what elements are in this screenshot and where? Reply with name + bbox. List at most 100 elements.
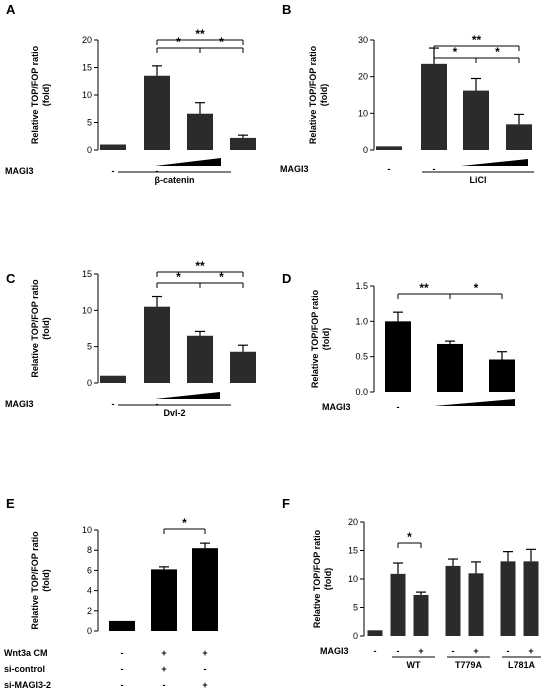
bar	[100, 144, 126, 150]
x-row-value: -	[156, 166, 159, 176]
y-tick-label: 6	[87, 565, 92, 575]
x-row-value: -	[121, 680, 124, 690]
y-axis-label-line: (fold)	[41, 84, 51, 107]
x-row-label: MAGI3	[280, 164, 309, 174]
y-tick-label: 0	[87, 145, 92, 155]
bar	[144, 75, 170, 150]
x-row-label: si-control	[4, 664, 45, 674]
bar	[187, 335, 213, 383]
y-tick-label: 15	[82, 63, 92, 73]
y-tick-label: 20	[348, 517, 358, 527]
x-row-value: -	[112, 166, 115, 176]
bar	[506, 124, 532, 150]
x-row-label: Wnt3a CM	[4, 648, 48, 658]
y-axis-label-line: Relative TOP/FOP ratio	[30, 45, 40, 144]
group-label: LiCl	[470, 175, 487, 185]
y-axis-label-line: (fold)	[41, 569, 51, 592]
x-row-value: -	[397, 646, 400, 656]
y-tick-label: 8	[87, 545, 92, 555]
panel-label: C	[6, 271, 16, 286]
bar	[445, 565, 461, 636]
bar	[500, 561, 516, 636]
panel-label: D	[282, 271, 291, 286]
x-row-value: -	[397, 402, 400, 412]
y-tick-label: 30	[358, 35, 368, 45]
panel-label: B	[282, 2, 291, 17]
y-tick-label: 0	[87, 626, 92, 636]
bar	[421, 63, 447, 151]
y-tick-label: 10	[358, 108, 368, 118]
y-tick-label: 0.0	[355, 387, 368, 397]
y-axis-label-line: (fold)	[321, 328, 331, 351]
y-tick-label: 4	[87, 586, 92, 596]
significance-marker: *	[407, 530, 412, 544]
panel-label: A	[6, 2, 16, 17]
y-axis-label-line: Relative TOP/FOP ratio	[310, 289, 320, 388]
significance-marker: *	[182, 516, 187, 530]
significance-marker: *	[219, 35, 224, 49]
y-axis-label: Relative TOP/FOP ratio(fold)	[30, 279, 51, 378]
y-tick-label: 1.5	[355, 281, 368, 291]
x-row-value: -	[374, 646, 377, 656]
x-row-value: -	[204, 664, 207, 674]
bar	[390, 573, 406, 636]
y-tick-label: 1.0	[355, 316, 368, 326]
panel-label: F	[282, 496, 290, 511]
significance-marker: *	[495, 45, 500, 59]
y-tick-label: 10	[82, 525, 92, 535]
dose-wedge	[155, 158, 221, 166]
y-tick-label: 20	[82, 35, 92, 45]
bar	[100, 375, 126, 383]
x-row-value: +	[202, 680, 207, 690]
x-row-value: +	[418, 646, 423, 656]
significance-marker: **	[195, 27, 205, 41]
bar	[468, 573, 484, 636]
y-tick-label: 5	[87, 342, 92, 352]
significance-marker: *	[453, 45, 458, 59]
y-tick-label: 20	[358, 72, 368, 82]
bar	[437, 343, 463, 392]
x-row-value: -	[507, 646, 510, 656]
x-row-value: -	[163, 680, 166, 690]
bar	[192, 548, 218, 631]
significance-marker: **	[419, 281, 429, 295]
significance-marker: **	[195, 259, 205, 273]
bar	[144, 306, 170, 383]
y-axis-label: Relative TOP/FOP ratio(fold)	[308, 45, 329, 144]
y-tick-label: 0	[87, 378, 92, 388]
y-tick-label: 15	[348, 546, 358, 556]
x-row-label: MAGI3	[322, 402, 351, 412]
x-row-value: +	[161, 664, 166, 674]
y-tick-label: 2	[87, 606, 92, 616]
bar	[109, 620, 135, 631]
dose-wedge	[155, 392, 220, 399]
y-tick-label: 10	[82, 90, 92, 100]
x-row-value: -	[156, 399, 159, 409]
x-row-value: -	[433, 164, 436, 174]
x-row-label: MAGI3	[5, 399, 34, 409]
significance-marker: *	[176, 35, 181, 49]
y-axis-label-line: (fold)	[323, 568, 333, 591]
bar	[230, 351, 256, 383]
y-axis-label-line: Relative TOP/FOP ratio	[312, 529, 322, 628]
y-tick-label: 0.5	[355, 352, 368, 362]
x-row-value: -	[388, 164, 391, 174]
x-row-value: -	[112, 399, 115, 409]
dose-wedge	[434, 399, 515, 406]
group-label: Dvl-2	[163, 408, 185, 418]
y-tick-label: 5	[353, 603, 358, 613]
significance-marker: **	[472, 33, 482, 47]
y-tick-label: 15	[82, 269, 92, 279]
y-axis-label: Relative TOP/FOP ratio(fold)	[310, 289, 331, 388]
panel-label: E	[6, 496, 15, 511]
y-tick-label: 0	[363, 145, 368, 155]
bar	[376, 146, 402, 150]
x-row-value: +	[202, 648, 207, 658]
y-axis-label-line: Relative TOP/FOP ratio	[30, 531, 40, 630]
bar	[463, 90, 489, 150]
bar	[413, 594, 429, 636]
group-label: L781A	[508, 660, 536, 670]
y-axis-label: Relative TOP/FOP ratio(fold)	[30, 45, 51, 144]
y-axis-label-line: (fold)	[41, 317, 51, 340]
